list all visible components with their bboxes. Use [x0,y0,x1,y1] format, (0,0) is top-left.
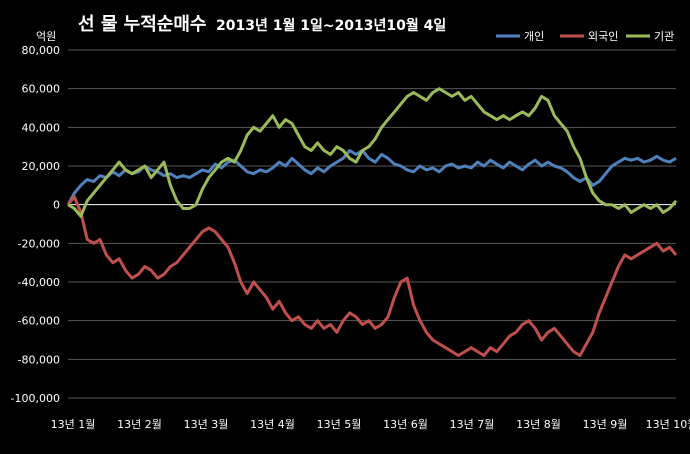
chart-title: 선 물 누적순매수 [78,14,206,35]
y-tick-label: 60,000 [22,83,61,96]
x-tick-label: 13년 10월 [646,418,690,431]
x-tick-labels: 13년 1월 13년 2월 13년 3월 13년 4월 13년 5월 13년 6월 13년 … [51,418,690,431]
y-axis-label: 억원 [36,30,56,43]
legend-label: 기관 [654,30,674,43]
y-tick-label: -20,000 [18,237,60,250]
series-line-기관 [67,87,678,218]
y-tick-label: 80,000 [22,44,61,57]
x-tick-label: 13년 7월 [450,418,495,431]
x-tick-label: 13년 2월 [117,418,162,431]
x-tick-label: 13년 9월 [583,418,628,431]
legend-label: 개인 [524,30,544,43]
y-tick-labels: 80,000 60,000 40,000 20,000 0 -20,000 -40,000 -… [11,44,60,405]
y-tick-label: 0 [53,199,60,212]
y-tick-label: 40,000 [22,121,61,134]
x-tick-label: 13년 5월 [317,418,362,431]
legend: 개인 외국인 기관 [496,30,674,43]
x-tick-label: 13년 1월 [51,418,96,431]
x-tick-label: 13년 4월 [250,418,295,431]
series-line-개인 [66,149,677,206]
legend-entry: 외국인 [560,30,618,43]
y-tick-label: -100,000 [11,392,60,405]
y-tick-label: 20,000 [22,160,61,173]
x-tick-label: 13년 8월 [516,418,561,431]
legend-entry: 기관 [626,30,674,43]
gridlines [68,49,676,399]
x-tick-label: 13년 3월 [184,418,229,431]
y-tick-label: -40,000 [18,276,60,289]
series-line-외국인 [66,195,678,357]
series-lines [66,87,678,357]
x-tick-label: 13년 6월 [383,418,428,431]
legend-label: 외국인 [588,30,618,43]
y-tick-label: -60,000 [18,315,60,328]
legend-entry: 개인 [496,30,544,43]
y-tick-label: -80,000 [18,353,60,366]
chart-subtitle: 2013년 1월 1일~2013년10월 4일 [216,17,446,34]
